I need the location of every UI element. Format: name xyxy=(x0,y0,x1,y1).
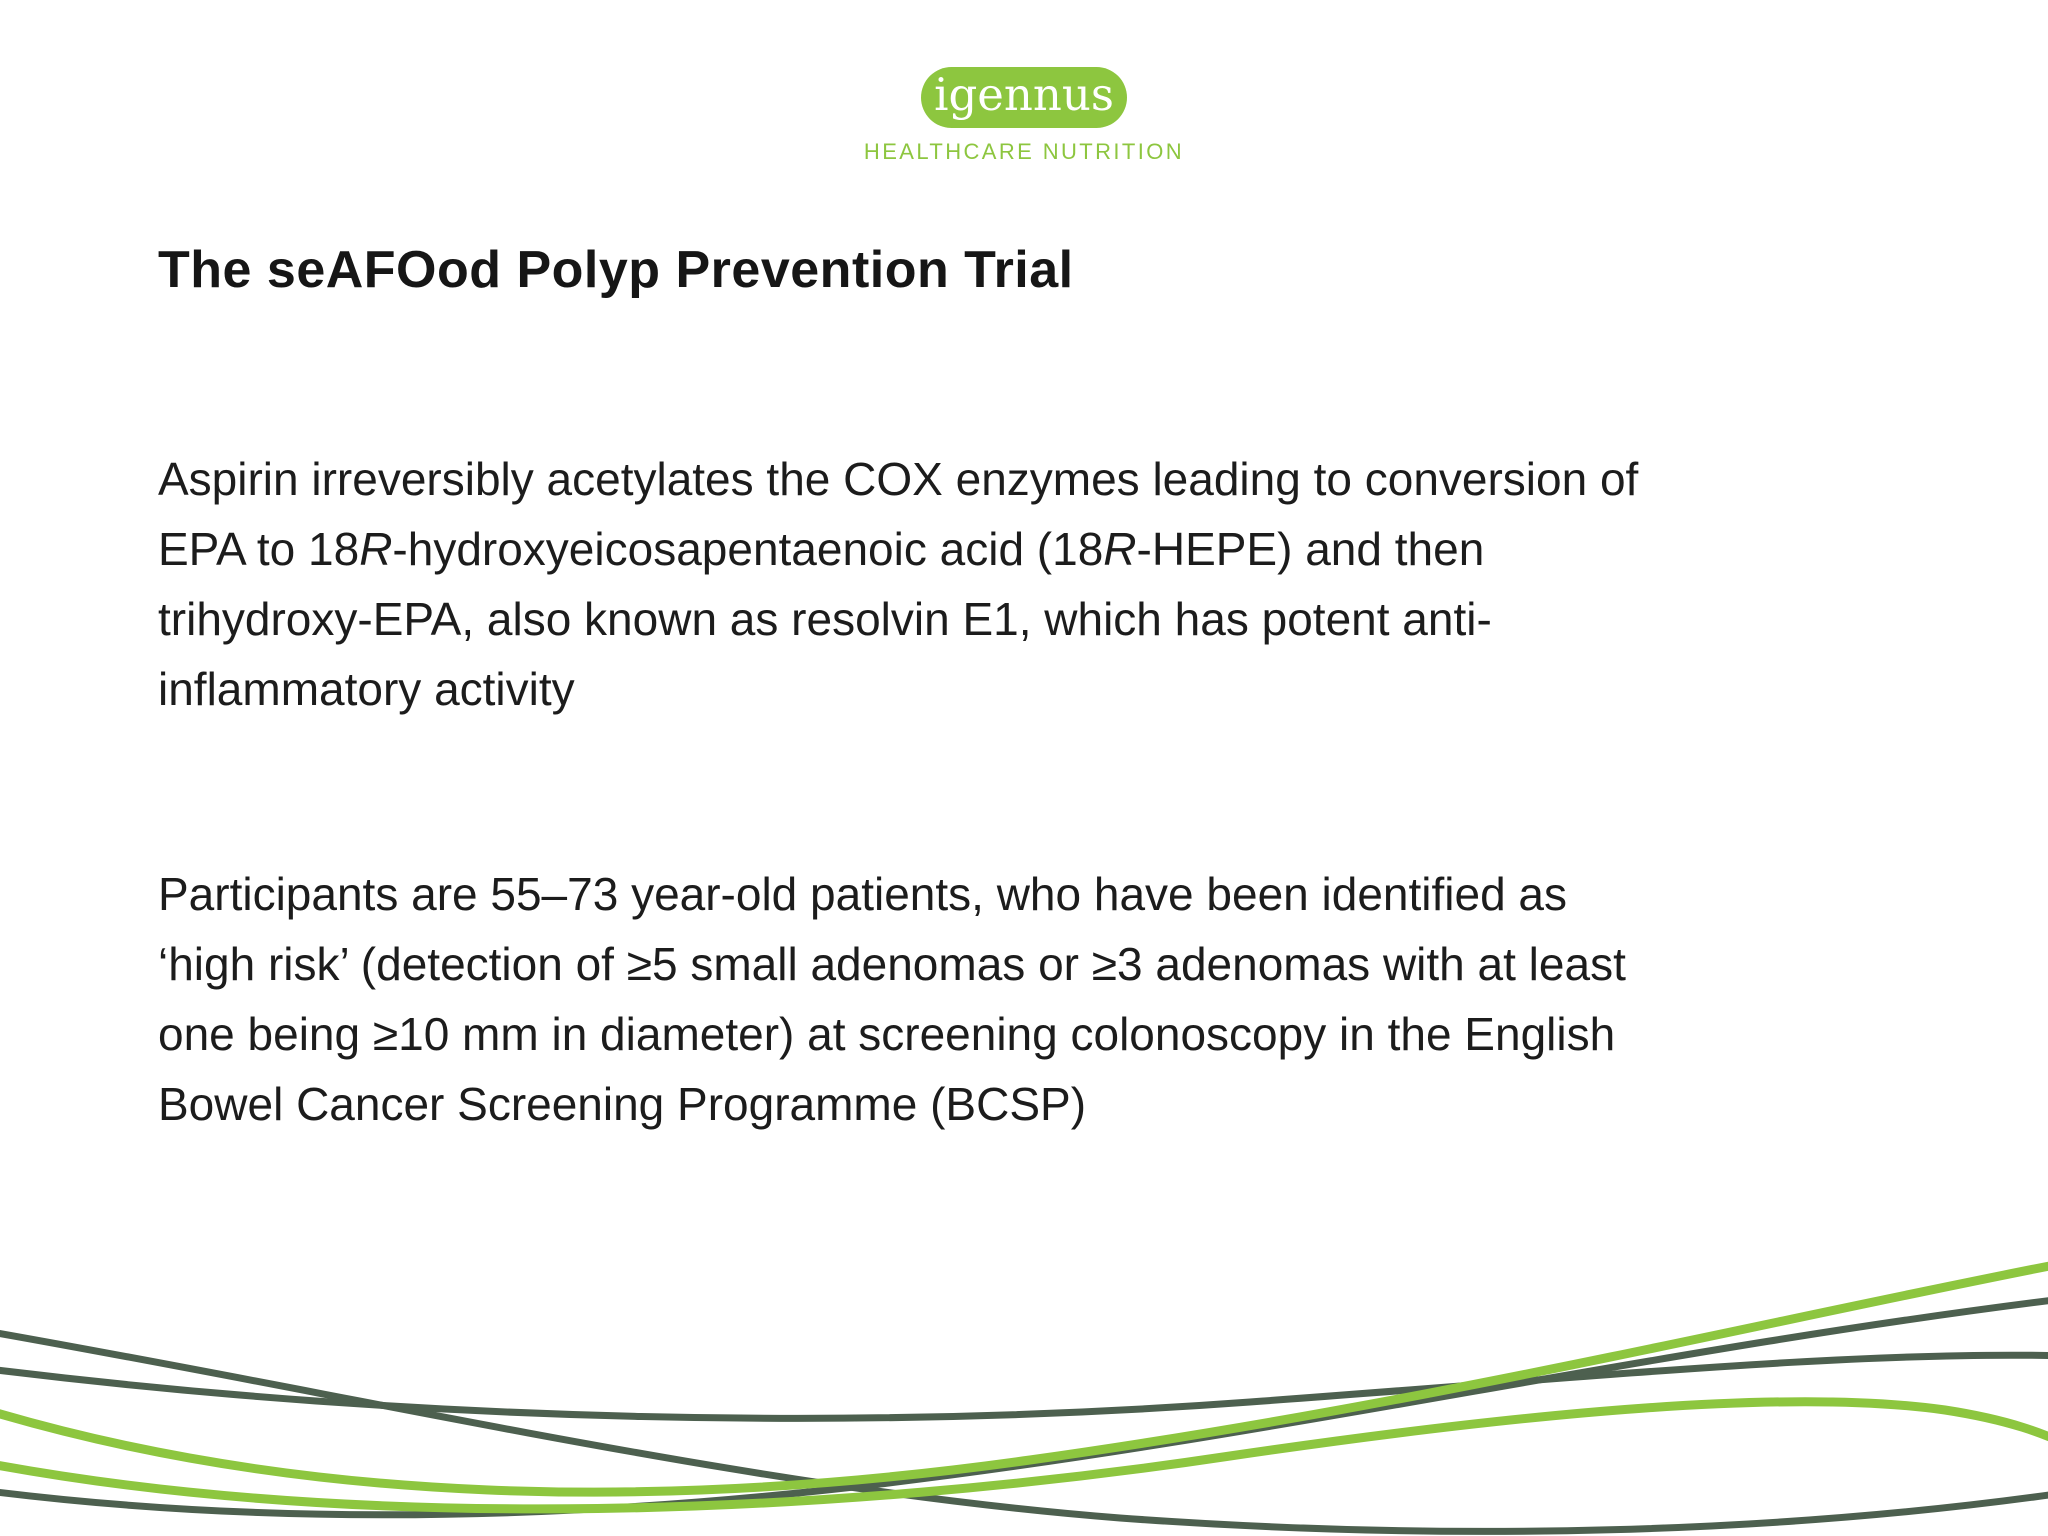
body-paragraph-participants: Participants are 55–73 year-old patients… xyxy=(158,859,1626,1139)
wave-dark-line-1 xyxy=(0,1329,2048,1535)
wave-dark-line-3 xyxy=(0,1297,2048,1519)
slide-title: The seAFOod Polyp Prevention Trial xyxy=(158,241,1074,299)
wave-dark-line-2 xyxy=(0,1351,2048,1422)
igennus-logo-pill: igennus xyxy=(921,67,1127,128)
body-text-line: one being ≥10 mm in diameter) at screeni… xyxy=(158,1008,1616,1060)
body-paragraph-aspirin: Aspirin irreversibly acetylates the COX … xyxy=(158,444,1638,724)
body-text-line: Bowel Cancer Screening Programme (BCSP) xyxy=(158,1078,1087,1130)
logo-brand-text: igennus xyxy=(934,68,1114,121)
wave-green-line-1 xyxy=(0,1261,2048,1497)
body-text-line: ‘high risk’ (detection of ≥5 small adeno… xyxy=(158,938,1626,990)
body-text-line: inflammatory activity xyxy=(158,663,575,715)
logo-subtitle: HEALTHCARE NUTRITION xyxy=(863,139,1185,164)
body-text-line: trihydroxy-EPA, also known as resolvin E… xyxy=(158,593,1492,645)
body-text-line: Aspirin irreversibly acetylates the COX … xyxy=(158,453,1639,505)
decorative-waves-graphic xyxy=(0,1261,2048,1535)
wave-green-line-2 xyxy=(0,1397,2048,1514)
body-text-line: Participants are 55–73 year-old patients… xyxy=(158,868,1568,920)
body-text-line: EPA to 18R-hydroxyeicosapentaenoic acid … xyxy=(158,523,1485,575)
